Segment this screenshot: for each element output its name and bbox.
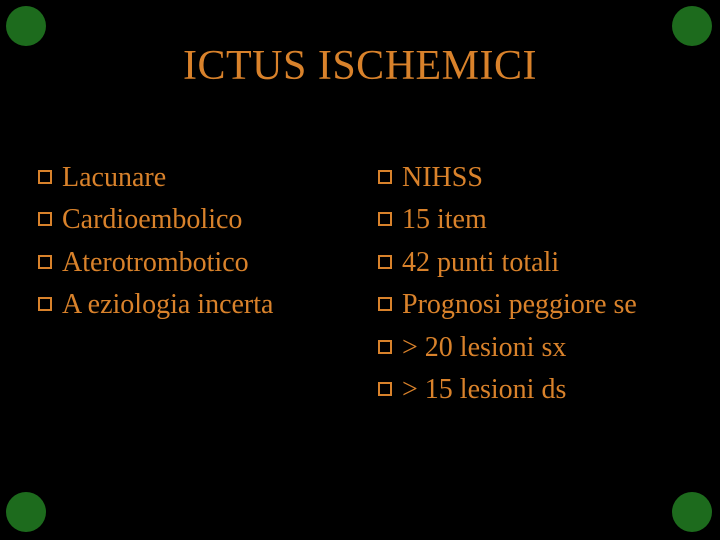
bullet-icon: [378, 212, 392, 226]
item-label: > 20 lesioni sx: [402, 330, 682, 366]
right-column: NIHSS 15 item 42 punti totali Prognosi p…: [378, 160, 682, 414]
list-item: Cardioembolico: [38, 202, 342, 238]
bullet-icon: [38, 255, 52, 269]
list-item: > 15 lesioni ds: [378, 372, 682, 408]
item-label: NIHSS: [402, 160, 682, 196]
content-area: Lacunare Cardioembolico Aterotrombotico …: [38, 160, 682, 414]
list-item: 42 punti totali: [378, 245, 682, 281]
bullet-icon: [378, 340, 392, 354]
bullet-icon: [38, 170, 52, 184]
corner-dot-tl: [6, 6, 46, 46]
item-label: 42 punti totali: [402, 245, 682, 281]
list-item: A eziologia incerta: [38, 287, 342, 323]
list-item: > 20 lesioni sx: [378, 330, 682, 366]
item-label: Aterotrombotico: [62, 245, 342, 281]
bullet-icon: [378, 382, 392, 396]
item-label: Lacunare: [62, 160, 342, 196]
bullet-icon: [378, 297, 392, 311]
list-item: 15 item: [378, 202, 682, 238]
slide-title: ICTUS ISCHEMICI: [0, 42, 720, 90]
bullet-icon: [38, 297, 52, 311]
bullet-icon: [378, 255, 392, 269]
list-item: NIHSS: [378, 160, 682, 196]
list-item: Prognosi peggiore se: [378, 287, 682, 323]
corner-dot-bl: [6, 492, 46, 532]
bullet-icon: [378, 170, 392, 184]
item-label: 15 item: [402, 202, 682, 238]
corner-dot-br: [672, 492, 712, 532]
item-label: > 15 lesioni ds: [402, 372, 682, 408]
left-column: Lacunare Cardioembolico Aterotrombotico …: [38, 160, 342, 414]
bullet-icon: [38, 212, 52, 226]
list-item: Lacunare: [38, 160, 342, 196]
item-label: Cardioembolico: [62, 202, 342, 238]
item-label: A eziologia incerta: [62, 287, 342, 323]
list-item: Aterotrombotico: [38, 245, 342, 281]
corner-dot-tr: [672, 6, 712, 46]
item-label: Prognosi peggiore se: [402, 287, 682, 323]
